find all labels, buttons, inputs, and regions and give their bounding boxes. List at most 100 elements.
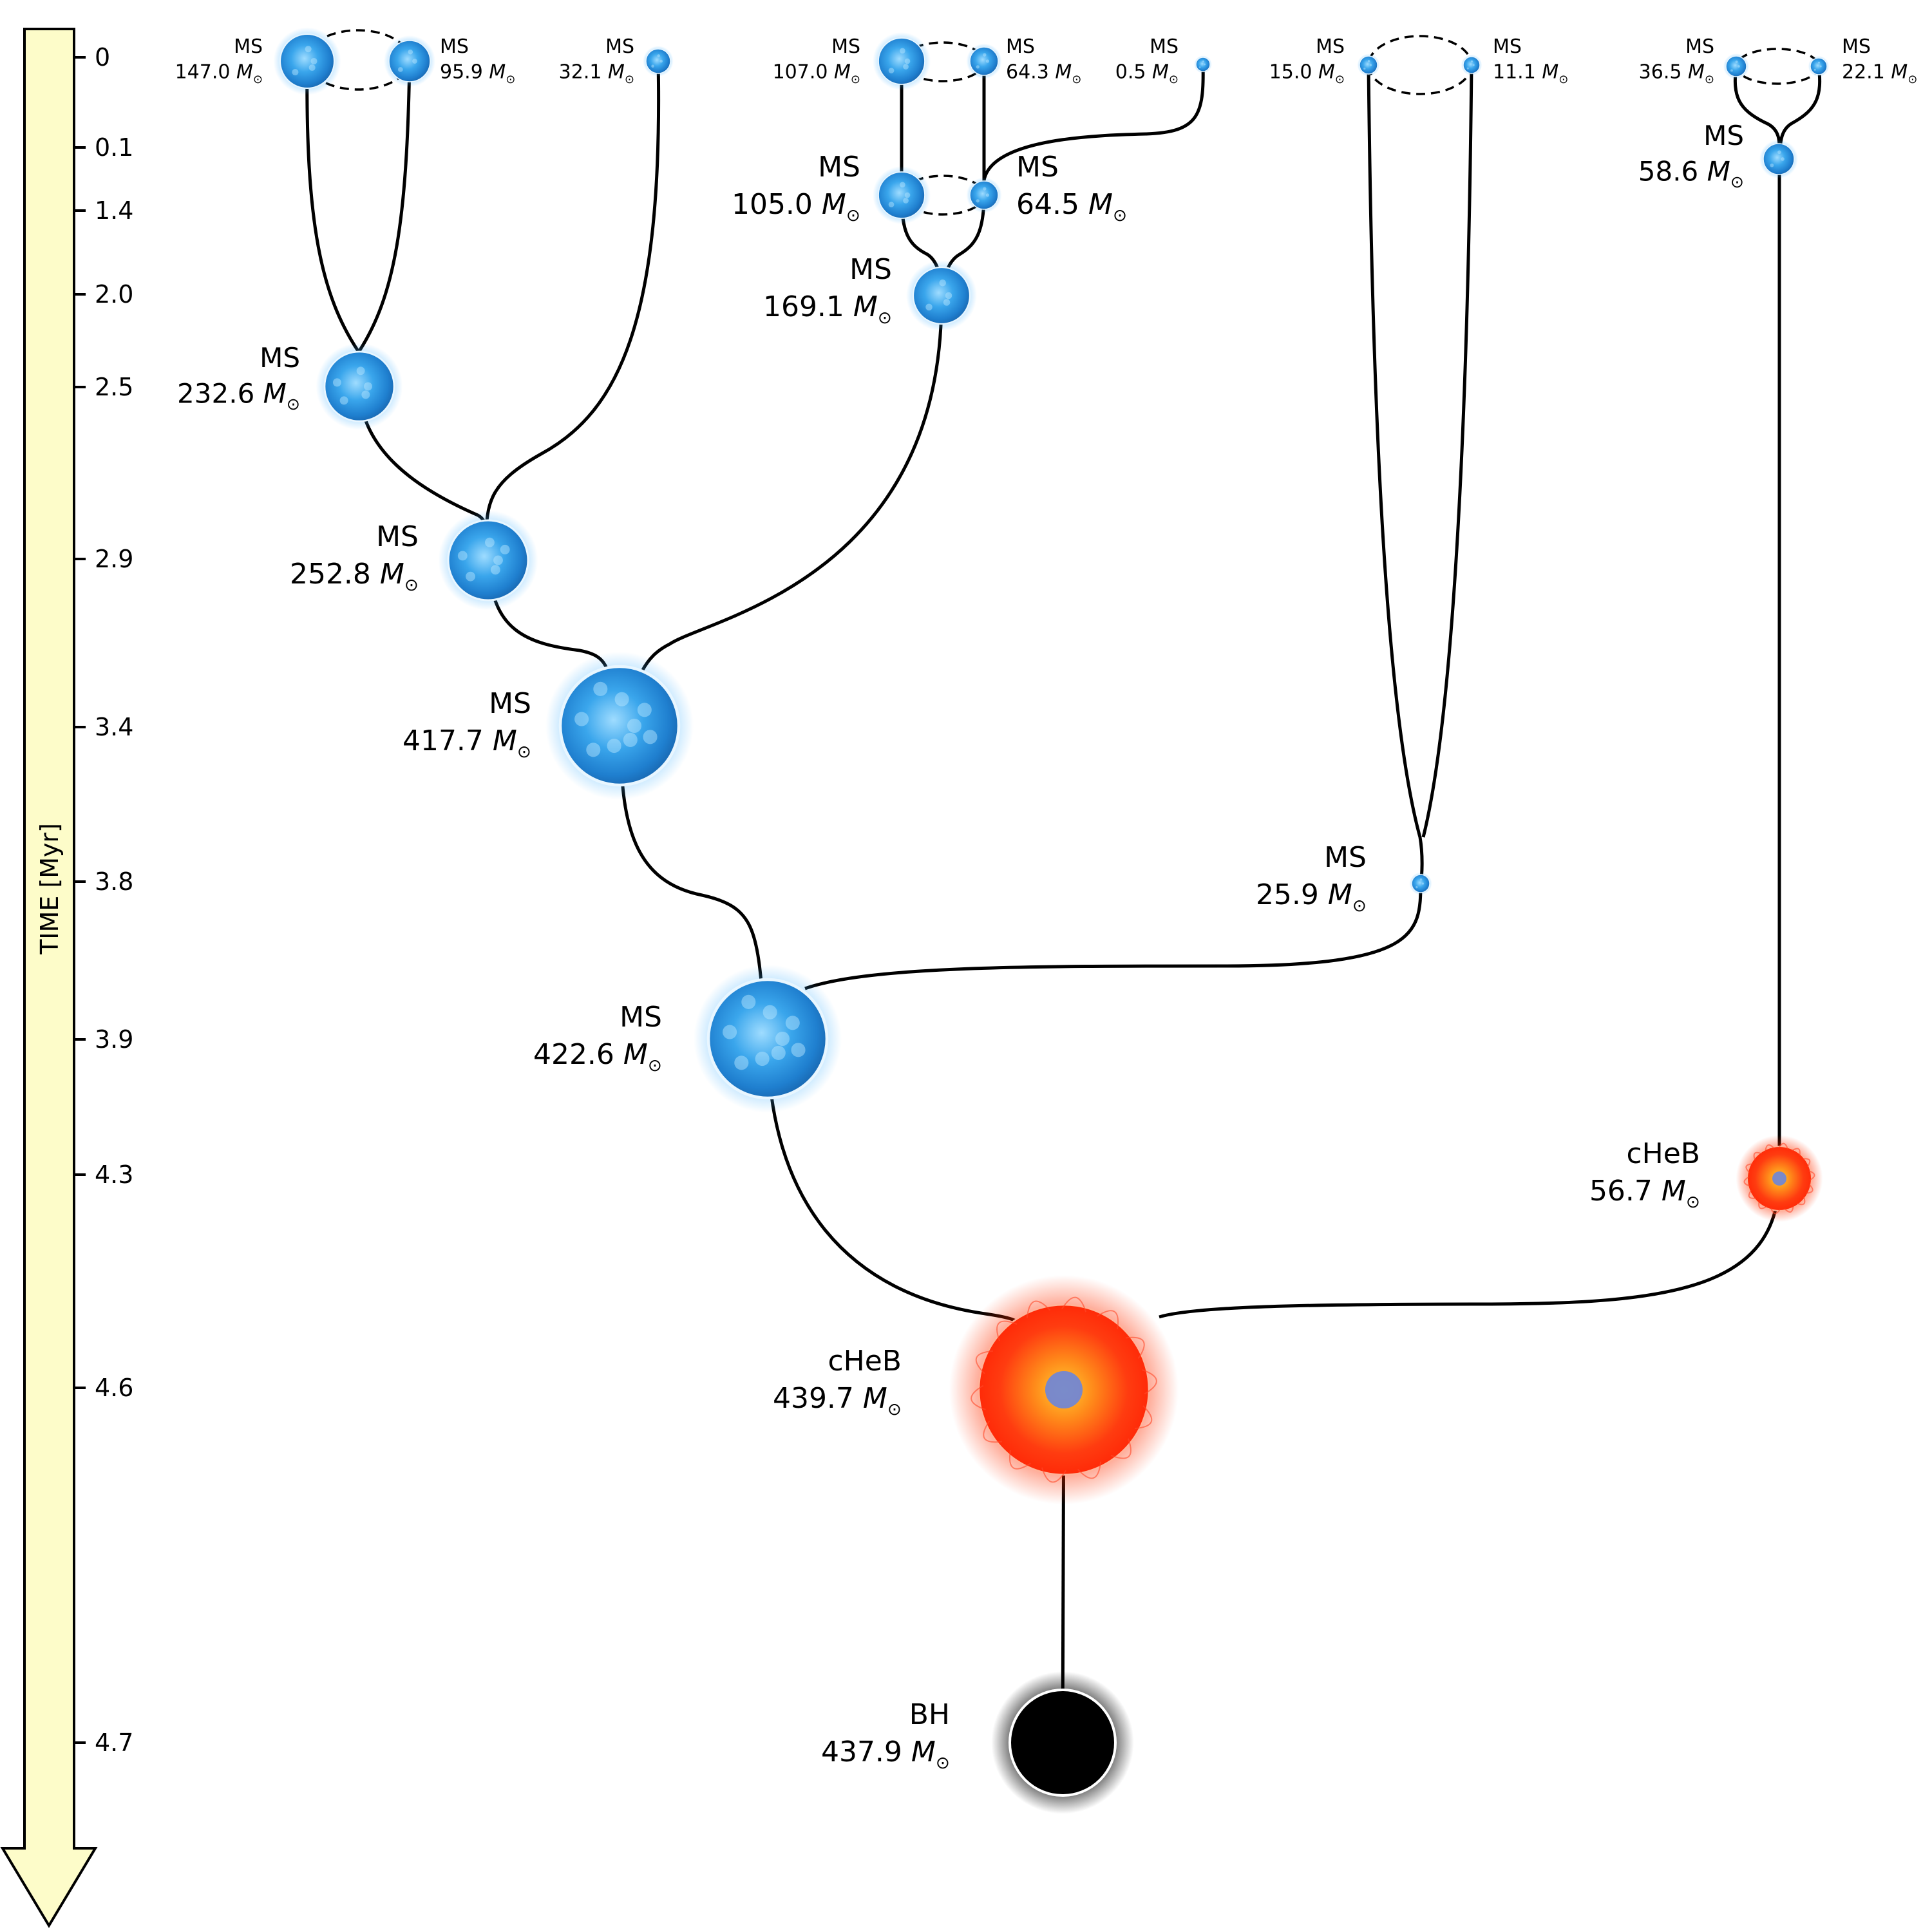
star-label: MS 417.7 M⊙ (402, 687, 531, 762)
star-texture (983, 53, 987, 57)
star-body (447, 519, 529, 601)
star-texture (1735, 60, 1738, 63)
sun-symbol: ⊙ (1558, 73, 1568, 86)
star-body (1463, 56, 1481, 74)
star-label: MS 147.0 M⊙ (175, 35, 263, 86)
star-flare (1745, 1163, 1753, 1173)
star-mass-label: 147.0 M⊙ (175, 61, 263, 87)
star-body (279, 33, 336, 90)
mass-unit: M (1707, 155, 1730, 187)
star-texture (586, 743, 601, 757)
star-texture (1363, 67, 1366, 70)
star-texture (741, 994, 756, 1009)
mass-value: 25.9 (1256, 878, 1328, 911)
star-flare (1134, 1405, 1153, 1430)
edge (1421, 64, 1473, 838)
time-tick-label: 3.4 (95, 713, 133, 741)
star-flare (1806, 1184, 1814, 1194)
star-mass-label: 107.0 M⊙ (773, 61, 860, 87)
mass-value: 11.1 (1493, 61, 1542, 84)
blue-star-icon (1461, 54, 1482, 76)
star-mass-label: 64.3 M⊙ (1006, 61, 1081, 87)
star-type-label: cHeB (828, 1345, 902, 1378)
mass-value: 439.7 (773, 1382, 863, 1415)
star-texture (762, 1005, 777, 1019)
edge (620, 302, 943, 727)
star-texture (1204, 63, 1206, 66)
edge (357, 61, 412, 352)
mass-unit: M (1055, 61, 1072, 84)
star-texture (888, 202, 895, 207)
star-body (1195, 57, 1211, 72)
red-giant-star-icon (949, 1274, 1179, 1505)
star-mass-label: 56.7 M⊙ (1589, 1175, 1700, 1212)
mass-value: 22.1 (1842, 61, 1891, 84)
star-core (1045, 1370, 1083, 1409)
star-mass-label: 64.5 M⊙ (1016, 188, 1127, 225)
sun-symbol: ⊙ (878, 308, 892, 328)
time-axis: TIME [Myr] 0 0.1 1.4 2.0 2.5 2.9 3.4 3.8 3.9 4.3 4… (0, 28, 133, 1928)
star-mass-label: 0.5 M⊙ (1115, 61, 1179, 87)
star-texture (356, 366, 365, 375)
time-tick-label: 4.7 (95, 1728, 133, 1757)
star-texture (903, 198, 909, 204)
time-tick-label: 2.9 (95, 545, 133, 573)
sun-symbol: ⊙ (287, 395, 300, 413)
star-texture (339, 396, 348, 405)
star-type-label: MS (260, 342, 300, 374)
star-flare (1743, 1176, 1750, 1187)
star-texture (637, 703, 652, 717)
star-label: MS 15.0 M⊙ (1269, 35, 1345, 86)
star-texture (607, 739, 621, 753)
star-texture (574, 712, 589, 726)
star-texture (888, 68, 895, 73)
mass-unit: M (834, 61, 851, 84)
star-texture (755, 1052, 770, 1066)
time-tick-label: 3.9 (95, 1025, 133, 1054)
star-flare (1125, 1336, 1145, 1359)
star-flare (1803, 1158, 1811, 1168)
mass-value: 56.7 (1589, 1175, 1662, 1208)
mass-unit: M (1152, 61, 1169, 84)
star-texture (1419, 878, 1423, 881)
star-mass-label: 15.0 M⊙ (1269, 61, 1345, 87)
star-label: MS 252.8 M⊙ (290, 520, 419, 595)
star-texture (466, 571, 476, 582)
time-axis-label: TIME [Myr] (35, 823, 64, 955)
star-mass-label: 232.6 M⊙ (177, 377, 300, 413)
star-body (1359, 55, 1378, 75)
time-axis-ticks: 0 0.1 1.4 2.0 2.5 2.9 3.4 3.8 3.9 4.3 4.6 4.7 (74, 43, 133, 1757)
blue-star-icon (1194, 55, 1212, 73)
star-texture (985, 59, 990, 63)
star-body (969, 46, 999, 76)
star-texture (308, 64, 316, 71)
star-texture (500, 544, 510, 554)
star-mass-label: 36.5 M⊙ (1639, 61, 1714, 87)
blue-star-icon (694, 965, 842, 1113)
star-texture (412, 59, 417, 64)
blue-star-icon (966, 177, 1002, 213)
star-type-label: MS (620, 1001, 662, 1034)
star-type-label: MS (1493, 35, 1522, 58)
sun-symbol: ⊙ (1169, 73, 1179, 86)
star-type-label: MS (1016, 151, 1059, 184)
star-flare (1792, 1148, 1801, 1156)
star-body (558, 665, 681, 787)
star-type-label: MS (849, 253, 892, 286)
star-mass-label: 58.6 M⊙ (1638, 155, 1744, 191)
star-body (1725, 55, 1747, 77)
star-texture (1421, 882, 1425, 885)
black-hole-icon (991, 1671, 1134, 1814)
sun-symbol: ⊙ (1352, 896, 1367, 916)
star-mass-label: 22.1 M⊙ (1842, 61, 1917, 87)
star-type-label: MS (376, 520, 419, 553)
mass-unit: M (853, 290, 878, 323)
time-tick-label: 3.8 (95, 867, 133, 896)
star-texture (723, 1025, 737, 1039)
time-tick-label: 4.6 (95, 1374, 133, 1402)
mass-unit: M (608, 61, 625, 84)
star-texture (398, 67, 403, 72)
mass-unit: M (1662, 1175, 1686, 1208)
star-texture (484, 537, 495, 547)
